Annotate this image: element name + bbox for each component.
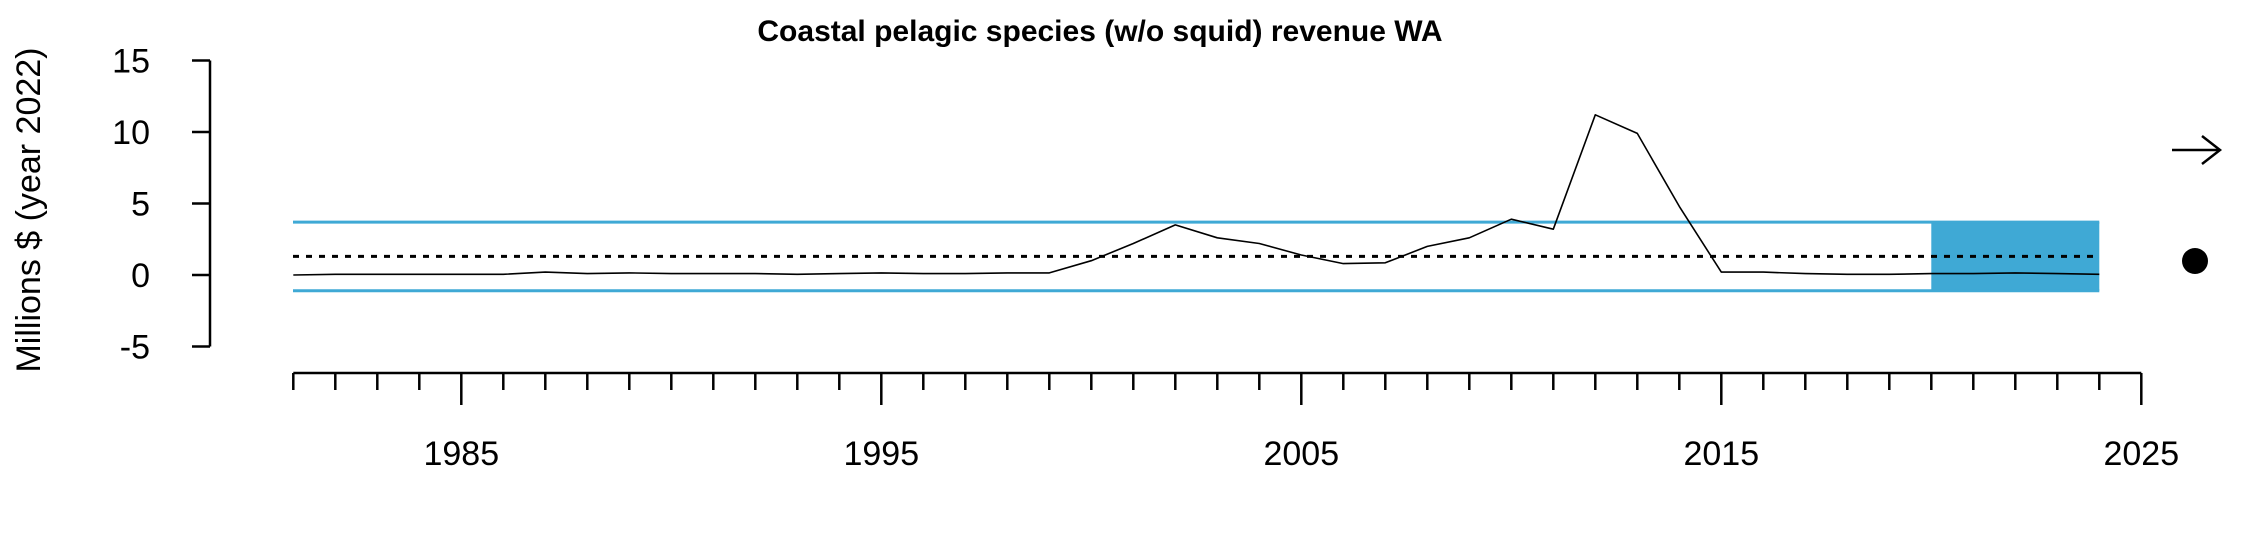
y-tick-label--5: -5 bbox=[120, 329, 150, 367]
y-tick-label-15: 15 bbox=[112, 43, 150, 81]
series-line-0 bbox=[293, 114, 2100, 276]
plot-layer: 15 10 5 0 -5 1985 1995 2005 2015 2025 bbox=[112, 43, 2223, 473]
status-dot bbox=[2182, 248, 2208, 274]
x-tick-label-2015: 2015 bbox=[1683, 435, 1759, 473]
y-tick-label-10: 10 bbox=[112, 114, 150, 152]
x-tick-label-1995: 1995 bbox=[843, 435, 919, 473]
y-axis-title: Millions $ (year 2022) bbox=[10, 47, 48, 372]
x-tick-label-2025: 2025 bbox=[2103, 435, 2179, 473]
y-tick-label-0: 0 bbox=[131, 257, 150, 295]
chart-title: Coastal pelagic species (w/o squid) reve… bbox=[757, 15, 1442, 48]
trend-arrow-head bbox=[2201, 135, 2223, 165]
y-tick-label-5: 5 bbox=[131, 186, 150, 224]
x-tick-label-2005: 2005 bbox=[1263, 435, 1339, 473]
x-tick-label-1985: 1985 bbox=[423, 435, 499, 473]
